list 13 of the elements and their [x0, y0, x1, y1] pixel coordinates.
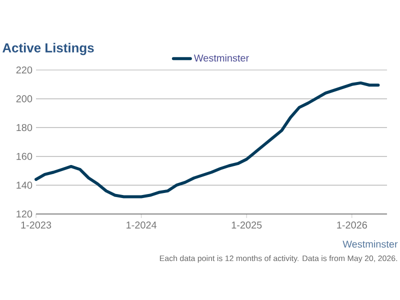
- y-tick-label: 140: [16, 182, 32, 189]
- text: Westminster: [342, 240, 398, 248]
- legend-label: Westminster: [194, 54, 249, 62]
- x-tick-label: 1-2024: [126, 222, 157, 229]
- x-tick-label: 1-2023: [21, 222, 52, 229]
- chart-title: Active Listings: [2, 42, 94, 56]
- x-tick-label: 1-2026: [337, 222, 367, 229]
- y-tick-label: 180: [16, 124, 32, 132]
- y-tick-label: 120: [16, 210, 32, 218]
- y-tick-label: 220: [16, 66, 32, 74]
- x-tick-label: 1-2025: [232, 222, 262, 229]
- y-tick-label: 200: [16, 95, 32, 102]
- y-tick-label: 160: [16, 152, 32, 160]
